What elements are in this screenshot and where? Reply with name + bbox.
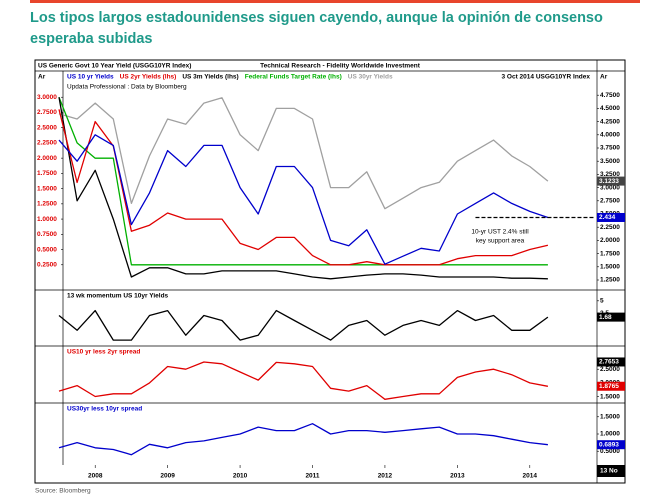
price-box [597,381,625,391]
x-tick-label: 2009 [160,473,175,480]
x-tick-label: 2008 [88,473,103,480]
top-rule [30,0,640,3]
y2-tick-label: 3.5000 [600,158,620,165]
series-line [58,97,549,210]
legend-entry: US 10 yr Yields [67,74,114,81]
x-tick-label: 2010 [233,473,248,480]
y2-tick-label: 4.7500 [600,92,620,99]
price-box [597,312,625,322]
y2-tick-label: 4.0000 [600,132,620,139]
price-label: 1.68 [599,314,612,321]
price-label: 0.6893 [599,441,619,448]
y-tick-label: 2.7500 [37,109,57,116]
chart-frame [34,59,626,484]
date-box-text: 13 No [600,468,618,475]
annotation: 10-yr UST 2.4% still key support area [471,228,529,244]
y2-tick-label: 4.5000 [600,105,620,112]
page-title: Los tipos largos estadounidenses siguen … [30,10,603,47]
legend-entry: US 3m Yields (lhs) [182,74,238,81]
price-label: 2.7653 [599,359,619,366]
panel-title: US30yr less 10yr spread [67,406,142,413]
x-tick-label: 2012 [378,473,393,480]
credit: Updata Professional : Data by Bloomberg [67,84,187,91]
y-tick-label: 2.2500 [37,140,57,147]
y-tick-label: 1.7500 [37,170,57,177]
price-label: 1.8765 [599,383,619,390]
series-line [58,97,548,280]
legend-entry: US 30yr Yields [348,74,393,81]
series-line [58,96,548,266]
series-line [58,423,548,456]
source: Source: Bloomberg [35,488,91,495]
legend-entry: US 2yr Yields (lhs) [120,74,177,81]
y2-tick-label: 3.7500 [600,145,620,152]
y2-tick-label: 4.2500 [600,118,620,125]
y-tick-label: 1.5000 [600,413,620,420]
price-label: 3.1233 [599,178,619,185]
y-tick-label: 2.5000 [600,366,620,373]
y2-tick-label: 1.7500 [600,250,620,257]
header-right: 3 Oct 2014 USGG10YR Index [501,74,590,81]
left-unit: Ar [38,74,46,81]
x-tick-label: 2011 [305,473,319,480]
header-center: Technical Research - Fidelity Worldwide … [260,63,421,70]
series-line [58,109,549,266]
y-tick-label: 5 [600,298,604,305]
date-box [597,465,625,477]
price-box [597,440,625,450]
y-tick-label: 0.7500 [37,231,57,238]
y-tick-label: 0.5000 [600,448,620,455]
y-tick-label: 1.5000 [600,393,620,400]
y2-tick-label: 2.2500 [600,224,620,231]
y-tick-label: 1.5000 [37,185,57,192]
x-tick-label: 2013 [450,473,465,480]
header-left: US Generic Govt 10 Year Yield (USGG10YR … [38,63,191,70]
y-tick-label: 2.5000 [37,124,57,131]
series-line [58,361,549,400]
price-box [597,357,625,367]
panel-title: 13 wk momentum US 10yr Yields [67,293,169,300]
price-label: 2.434 [599,214,616,221]
y-tick-label: 3.0000 [37,94,57,101]
y2-tick-label: 1.2500 [600,277,620,284]
series-line [58,309,549,341]
panel-title: US10 yr less 2yr spread [67,349,140,356]
y2-tick-label: 3.0000 [600,184,620,191]
x-tick-label: 2014 [523,473,538,480]
y2-tick-label: 3.2500 [600,171,620,178]
y-tick-label: 1.2500 [37,201,57,208]
price-box [597,176,625,186]
right-unit: Ar [600,74,608,81]
price-box [597,212,625,222]
y2-tick-label: 2.0000 [600,237,620,244]
y-tick-label: 1.0000 [600,431,620,438]
y-tick-label: 2.0000 [37,155,57,162]
y-tick-label: 0.2500 [37,261,57,268]
y2-tick-label: 1.5000 [600,264,620,271]
series-line [58,134,549,265]
y-tick-label: 1.0000 [37,216,57,223]
legend-entry: Federal Funds Target Rate (lhs) [245,74,342,81]
y-tick-label: 0.5000 [37,246,57,253]
y2-tick-label: 2.7500 [600,198,620,205]
